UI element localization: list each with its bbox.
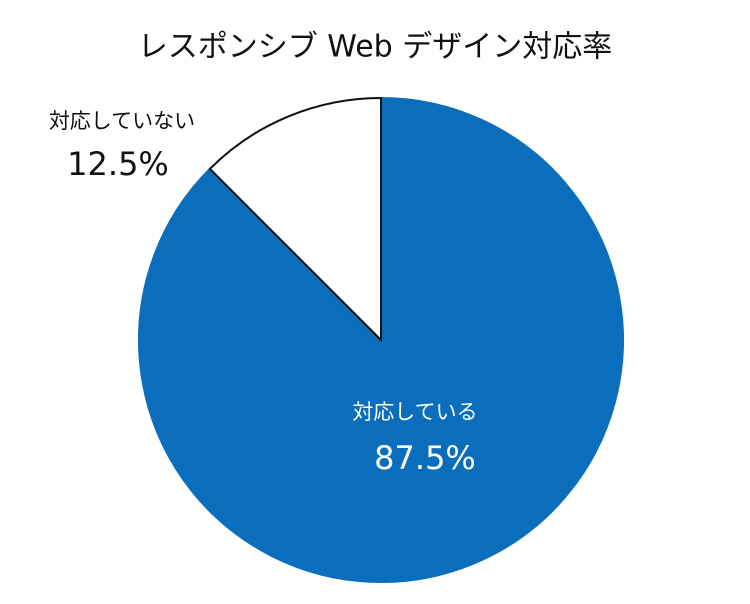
slice-label: 対応していない	[49, 109, 195, 133]
pie-slice	[208, 96, 382, 343]
chart-title: レスポンシブ Web デザイン対応率	[138, 30, 612, 65]
slice-label: 対応している	[352, 400, 477, 424]
slice-value-label: 12.5%	[67, 145, 169, 183]
slice-value-label: 87.5%	[374, 439, 476, 477]
